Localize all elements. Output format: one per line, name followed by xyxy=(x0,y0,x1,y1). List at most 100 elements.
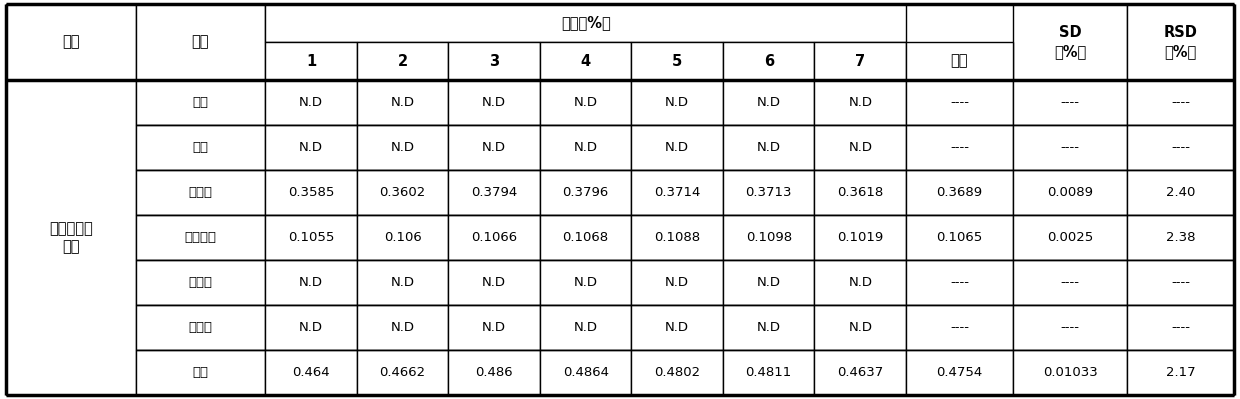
Bar xyxy=(723,305,815,350)
Text: N.D: N.D xyxy=(482,96,506,109)
Text: N.D: N.D xyxy=(574,321,598,334)
Text: 0.01033: 0.01033 xyxy=(1043,366,1097,379)
Bar xyxy=(135,170,265,215)
Bar xyxy=(1127,80,1234,125)
Bar xyxy=(135,125,265,170)
Text: 2.40: 2.40 xyxy=(1166,186,1195,199)
Bar xyxy=(1013,4,1127,80)
Text: 软脂酸: 软脂酸 xyxy=(188,276,212,289)
Bar xyxy=(357,350,449,395)
Bar xyxy=(1127,260,1234,305)
Text: 0.4754: 0.4754 xyxy=(936,366,982,379)
Text: 0.3602: 0.3602 xyxy=(379,186,425,199)
Text: ----: ---- xyxy=(950,141,968,154)
Text: 0.1066: 0.1066 xyxy=(471,231,517,244)
Text: N.D: N.D xyxy=(574,141,598,154)
Bar xyxy=(265,305,357,350)
Text: 0.3796: 0.3796 xyxy=(563,186,609,199)
Text: 0.4802: 0.4802 xyxy=(655,366,701,379)
Bar xyxy=(906,170,1013,215)
Bar xyxy=(631,42,723,80)
Text: N.D: N.D xyxy=(299,321,324,334)
Bar xyxy=(1013,215,1127,260)
Bar xyxy=(265,350,357,395)
Text: N.D: N.D xyxy=(574,276,598,289)
Text: 0.3713: 0.3713 xyxy=(745,186,792,199)
Text: 0.3794: 0.3794 xyxy=(471,186,517,199)
Text: N.D: N.D xyxy=(391,276,414,289)
Bar xyxy=(265,260,357,305)
Bar xyxy=(631,215,723,260)
Bar xyxy=(449,350,539,395)
Bar xyxy=(906,125,1013,170)
Text: ----: ---- xyxy=(1060,276,1080,289)
Bar xyxy=(906,215,1013,260)
Bar xyxy=(815,80,906,125)
Bar xyxy=(815,42,906,80)
Text: 7: 7 xyxy=(856,53,866,69)
Bar xyxy=(1127,215,1234,260)
Text: SD
（%）: SD （%） xyxy=(1054,25,1086,59)
Bar xyxy=(631,305,723,350)
Text: 0.106: 0.106 xyxy=(383,231,422,244)
Text: N.D: N.D xyxy=(482,276,506,289)
Text: N.D: N.D xyxy=(665,96,689,109)
Bar xyxy=(265,125,357,170)
Bar xyxy=(1013,260,1127,305)
Text: 结果（%）: 结果（%） xyxy=(560,16,610,30)
Bar xyxy=(265,215,357,260)
Bar xyxy=(357,305,449,350)
Bar xyxy=(815,305,906,350)
Text: N.D: N.D xyxy=(756,321,781,334)
Text: N.D: N.D xyxy=(756,276,781,289)
Bar xyxy=(265,80,357,125)
Bar xyxy=(6,4,135,80)
Bar xyxy=(723,350,815,395)
Bar xyxy=(1013,305,1127,350)
Bar xyxy=(539,260,631,305)
Text: 0.1088: 0.1088 xyxy=(655,231,701,244)
Bar xyxy=(1127,125,1234,170)
Text: 0.3618: 0.3618 xyxy=(837,186,883,199)
Bar xyxy=(135,215,265,260)
Bar xyxy=(357,80,449,125)
Bar xyxy=(265,170,357,215)
Text: 0.464: 0.464 xyxy=(293,366,330,379)
Text: N.D: N.D xyxy=(756,141,781,154)
Text: 0.1019: 0.1019 xyxy=(837,231,883,244)
Bar xyxy=(357,170,449,215)
Text: ----: ---- xyxy=(1060,321,1080,334)
Text: 0.3585: 0.3585 xyxy=(288,186,335,199)
Bar xyxy=(906,350,1013,395)
Bar xyxy=(906,260,1013,305)
Bar xyxy=(815,170,906,215)
Bar xyxy=(357,215,449,260)
Bar xyxy=(1013,170,1127,215)
Bar xyxy=(815,350,906,395)
Text: 肉豆蔻酸: 肉豆蔻酸 xyxy=(185,231,217,244)
Bar xyxy=(723,170,815,215)
Text: 椰油酰甘氨
酸钾: 椰油酰甘氨 酸钾 xyxy=(48,221,93,254)
Bar xyxy=(357,125,449,170)
Text: 0.0025: 0.0025 xyxy=(1047,231,1094,244)
Text: 0.1055: 0.1055 xyxy=(288,231,335,244)
Text: 0.3689: 0.3689 xyxy=(936,186,982,199)
Bar xyxy=(135,260,265,305)
Bar xyxy=(539,215,631,260)
Text: ----: ---- xyxy=(950,96,968,109)
Text: ----: ---- xyxy=(950,321,968,334)
Bar xyxy=(631,350,723,395)
Bar xyxy=(449,80,539,125)
Bar xyxy=(357,42,449,80)
Text: 0.3714: 0.3714 xyxy=(653,186,701,199)
Text: N.D: N.D xyxy=(482,321,506,334)
Bar xyxy=(539,170,631,215)
Bar xyxy=(449,42,539,80)
Text: 4: 4 xyxy=(580,53,590,69)
Bar xyxy=(906,80,1013,125)
Text: 0.4637: 0.4637 xyxy=(837,366,883,379)
Text: 癸酸: 癸酸 xyxy=(192,141,208,154)
Bar xyxy=(1127,305,1234,350)
Text: 0.1068: 0.1068 xyxy=(563,231,609,244)
Text: N.D: N.D xyxy=(665,141,689,154)
